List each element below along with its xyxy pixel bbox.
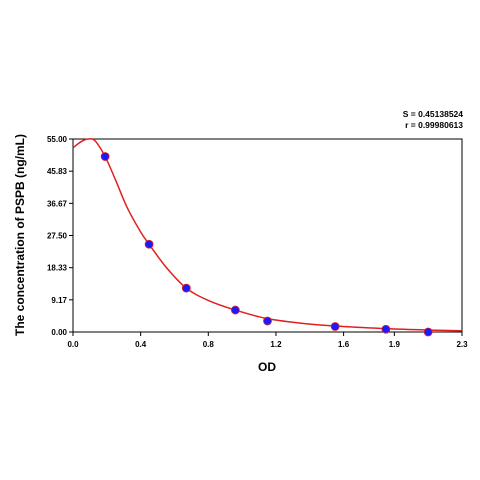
x-tick-label: 0.8: [203, 340, 215, 349]
x-tick-label: 1.9: [389, 340, 401, 349]
data-point: [181, 283, 191, 293]
data-point: [330, 322, 340, 331]
x-tick-label: 1.6: [338, 340, 350, 349]
x-tick-label: 0.0: [67, 340, 79, 349]
axis-tick-labels: 0.0 0.4 0.8 1.2 1.6 1.9 2.3 0.00 9.17 18.33 27.50 3…: [47, 135, 468, 349]
fit-curve: [72, 137, 463, 332]
data-point: [263, 316, 272, 326]
r-value-annotation: r = 0.99980613: [405, 120, 463, 130]
y-axis-label: The concentration of PSPB (ng/mL): [13, 134, 27, 336]
data-point: [144, 239, 154, 249]
y-tick-label: 18.33: [47, 264, 68, 273]
y-tick-label: 36.67: [47, 199, 68, 208]
y-tick-label: 45.83: [47, 167, 68, 176]
data-point: [381, 324, 391, 334]
y-tick-label: 55.00: [47, 135, 68, 144]
y-tick-label: 0.00: [51, 328, 67, 337]
s-value-annotation: S = 0.45138524: [403, 109, 464, 119]
axis-ticks: [69, 138, 463, 336]
data-points: [100, 152, 433, 337]
data-point: [230, 305, 240, 315]
x-tick-label: 1.2: [270, 340, 282, 349]
data-point: [100, 152, 110, 161]
y-tick-label: 9.17: [51, 296, 67, 305]
plot-frame: [72, 138, 463, 333]
x-tick-label: 0.4: [135, 340, 147, 349]
y-tick-label: 27.50: [47, 232, 68, 241]
x-tick-label: 2.3: [456, 340, 468, 349]
x-axis-label: OD: [258, 360, 276, 374]
data-point: [423, 327, 433, 337]
